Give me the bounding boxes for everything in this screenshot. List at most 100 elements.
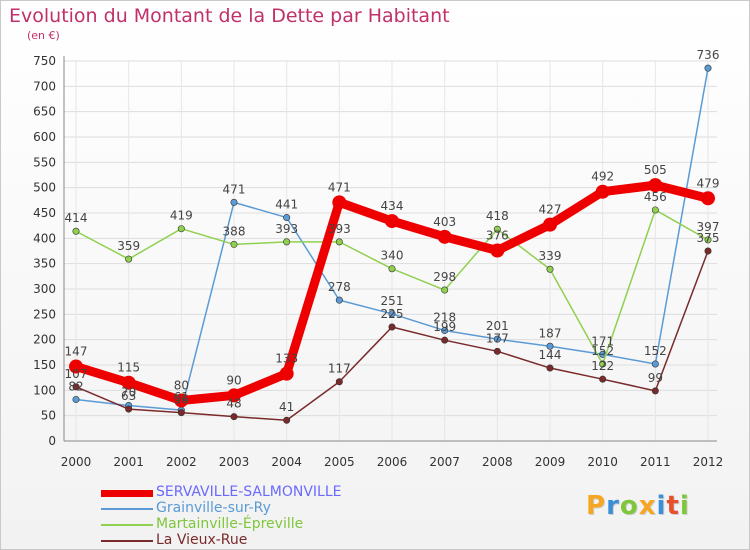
x-tick-label: 2007 [429,455,460,469]
logo-letter: P [586,491,607,521]
data-label: 41 [279,400,294,414]
data-label: 90 [226,373,241,387]
data-point [72,383,80,391]
legend-swatch [101,490,153,497]
data-point [332,195,347,210]
proxiti-logo: Proxiti [586,491,690,521]
data-label: 375 [697,231,720,245]
legend-swatch [101,524,153,526]
data-label: 456 [644,190,667,204]
line-chart: 0 50 100 150 200 250 300 350 400 450 500 550 600 650 7… [33,48,724,469]
data-point [283,416,291,424]
data-point [69,359,83,374]
data-label: 479 [697,176,720,190]
data-label: 152 [591,344,614,358]
data-point [651,387,659,395]
data-label: 393 [328,222,351,236]
data-label: 397 [697,220,720,234]
y-tick-label: 350 [33,257,56,271]
x-tick-label: 2001 [113,455,144,469]
y-tick-label: 600 [33,130,56,144]
y-tick-label: 500 [33,181,56,195]
data-label: 471 [223,182,246,196]
data-label: 199 [433,320,456,334]
data-label: 117 [328,362,351,376]
data-point [335,378,343,386]
data-point [230,198,238,206]
data-label: 393 [275,222,298,236]
data-point [335,296,343,304]
logo-letter: x [638,491,657,521]
legend-label: SERVAVILLE-SALMONVILLE [156,484,342,500]
data-point [177,225,185,233]
data-point [704,236,712,244]
data-label: 441 [275,198,298,212]
data-point [388,310,396,318]
data-label: 99 [648,371,663,385]
data-point [279,366,294,381]
legend-label: Grainville-sur-Ry [156,500,271,516]
data-label: 147 [65,345,88,359]
y-tick-label: 700 [33,79,56,93]
unit-label: (en €) [27,29,60,42]
data-point [283,214,291,222]
data-point [648,178,663,193]
data-point [493,335,501,343]
data-point [388,265,396,273]
data-label: 201 [486,319,509,333]
data-label: 225 [381,307,404,321]
x-tick-label: 2004 [271,455,302,469]
data-point [651,360,659,368]
data-label: 70 [121,386,136,400]
data-label: 144 [539,348,562,362]
x-tick-label: 2009 [535,455,566,469]
logo-letter: r [606,491,620,521]
logo-letter: i [656,491,667,521]
data-label: 82 [68,379,83,393]
data-point [177,409,185,417]
x-tick-label: 2012 [693,455,724,469]
y-tick-label: 0 [48,434,56,448]
data-label: 434 [381,199,404,213]
y-tick-label: 300 [33,282,56,296]
data-label: 133 [275,352,298,366]
data-point [385,214,399,229]
data-point [490,243,505,258]
data-point [125,255,133,263]
data-point [651,206,659,214]
data-point [441,327,449,335]
y-tick-label: 550 [33,155,56,169]
data-point [704,247,712,255]
data-point [493,347,501,355]
data-label: 48 [226,397,241,411]
chart-title: Evolution du Montant de la Dette par Hab… [9,5,450,27]
data-point [441,286,449,294]
data-label: 388 [223,224,246,238]
x-tick-label: 2010 [587,455,618,469]
data-point [704,64,712,72]
data-point [227,388,241,403]
data-label: 414 [65,211,88,225]
data-label: 187 [539,326,562,340]
data-point [125,405,133,413]
data-label: 56 [174,393,189,407]
data-point [599,375,607,383]
x-tick-label: 2000 [61,455,92,469]
data-label: 63 [121,389,136,403]
y-tick-label: 250 [33,307,56,321]
data-label: 736 [697,48,720,62]
data-label: 61 [174,390,189,404]
x-tick-label: 2011 [640,455,671,469]
data-label: 403 [433,215,456,229]
y-tick-label: 650 [33,105,56,119]
data-label: 115 [117,361,140,375]
data-point [546,265,554,273]
data-point [335,238,343,246]
data-point [230,413,238,421]
data-label: 492 [591,170,614,184]
data-point [701,191,715,206]
logo-letter: t [666,491,680,521]
data-label: 427 [539,203,562,217]
data-label: 251 [381,294,404,308]
